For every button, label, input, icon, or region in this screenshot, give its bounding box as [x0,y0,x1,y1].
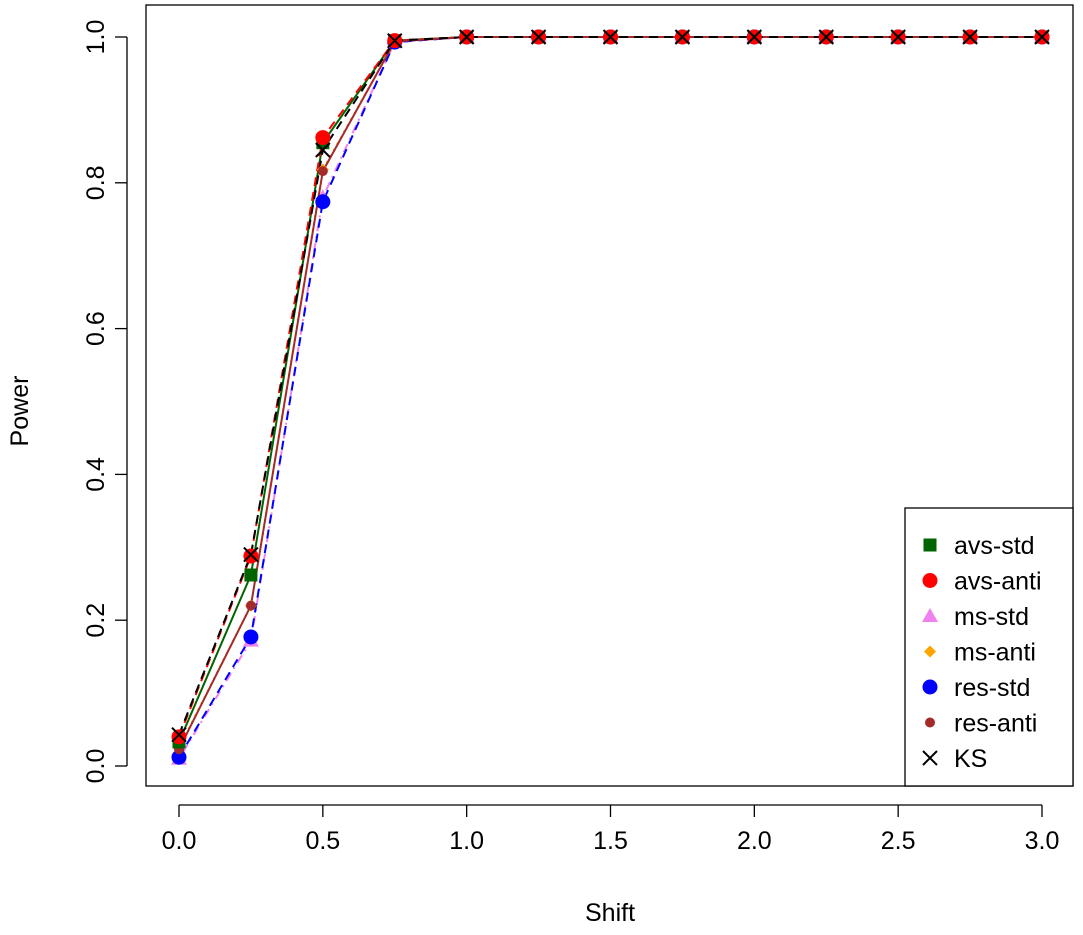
legend-label: KS [954,745,987,773]
legend: avs-std avs-anti ms-std ms-anti res-std res-a… [904,507,1074,787]
plot-frame [145,4,1074,787]
legend-label: res-anti [954,710,1037,738]
data-point-KS [315,142,331,158]
legend-box [904,507,1074,787]
data-point-KS [962,29,978,45]
data-point-avs-std [244,568,258,582]
data-point-KS [1034,29,1050,45]
data-point-KS [890,29,906,45]
y-axis-label: Power [6,376,34,447]
x-tick-label: 2.0 [737,827,772,855]
data-point-res-std [243,629,259,645]
x-tick-label: 2.5 [881,827,916,855]
x-tick-label: 0.5 [305,827,340,855]
data-point-res-anti [245,600,256,611]
x-tick-label: 3.0 [1025,827,1060,855]
data-point-KS [530,29,547,45]
legend-marker-avs-std [923,538,937,552]
data-point-res-std [171,749,187,765]
legend-label: ms-std [954,603,1029,631]
data-point-avs-anti [171,729,187,745]
y-tick-label: 1.0 [82,20,110,55]
y-tick-label: 0.0 [82,749,110,784]
legend-marker-ms-anti [924,645,936,658]
legend-label: avs-std [954,532,1035,560]
legend-label: avs-anti [954,568,1042,596]
legend-label: ms-anti [954,639,1036,667]
x-tick-label: 1.5 [593,827,628,855]
y-tick-label: 0.6 [82,311,110,346]
data-point-KS [602,29,619,45]
data-point-KS [243,546,259,563]
data-point-avs-anti [315,130,331,146]
y-tick-label: 0.8 [82,165,110,200]
data-point-KS [746,29,763,45]
data-point-avs-anti [243,548,259,564]
legend-marker-KS [922,750,938,766]
legend-label: res-std [954,674,1030,702]
y-tick-label: 0.4 [82,457,110,492]
x-tick-label: 1.0 [449,827,484,855]
data-point-KS [171,726,187,743]
x-axis-label: Shift [585,899,635,927]
data-point-res-anti [317,166,328,177]
x-tick-label: 0.0 [162,827,197,855]
data-point-res-std [315,194,331,210]
data-point-KS [387,32,403,49]
data-point-KS [818,29,834,45]
legend-marker-ms-std [922,608,938,622]
legend-marker-res-std [922,679,938,695]
legend-marker-res-anti [925,717,935,728]
legend-marker-avs-anti [922,573,938,588]
data-point-KS [674,29,691,45]
y-tick-label: 0.2 [82,603,110,638]
data-point-KS [458,29,475,45]
